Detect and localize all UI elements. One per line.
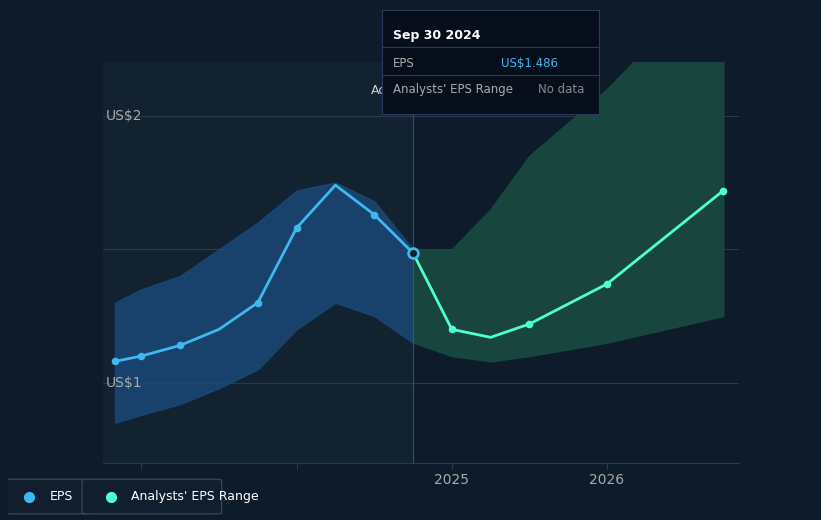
Text: Analysts' EPS Range: Analysts' EPS Range: [392, 83, 512, 96]
Point: [108, 357, 122, 366]
Point: [290, 224, 303, 232]
Point: [523, 320, 536, 328]
Point: [445, 325, 458, 333]
Point: [251, 298, 264, 307]
Text: Analysts Forecasts: Analysts Forecasts: [421, 84, 537, 97]
Text: EPS: EPS: [49, 490, 72, 503]
Point: [135, 352, 148, 360]
Text: US$1.486: US$1.486: [502, 57, 558, 70]
Point: [406, 249, 420, 257]
Text: Sep 30 2024: Sep 30 2024: [392, 29, 480, 42]
Text: Actual: Actual: [370, 84, 410, 97]
Point: [717, 186, 730, 194]
Point: [174, 341, 187, 349]
Point: [368, 211, 381, 219]
Text: US$1: US$1: [106, 376, 142, 389]
Point: [600, 280, 613, 288]
Text: EPS: EPS: [392, 57, 415, 70]
Bar: [103, 62, 413, 463]
Text: US$2: US$2: [106, 109, 142, 123]
Text: No data: No data: [539, 83, 585, 96]
FancyBboxPatch shape: [82, 479, 222, 514]
Text: Analysts' EPS Range: Analysts' EPS Range: [131, 490, 259, 503]
FancyBboxPatch shape: [4, 479, 90, 514]
